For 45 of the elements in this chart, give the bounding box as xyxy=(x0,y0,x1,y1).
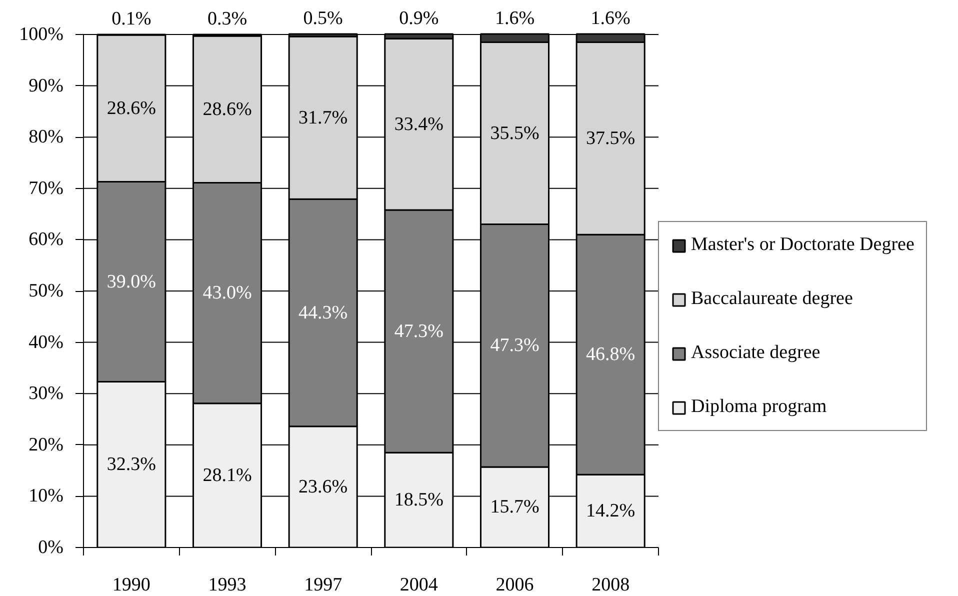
legend-label: Master's or Doctorate Degree xyxy=(691,234,914,256)
x-tick-label: 2004 xyxy=(400,574,438,596)
x-tick-label: 2006 xyxy=(496,574,534,596)
data-label: 0.5% xyxy=(303,8,344,29)
y-tick-label: 50% xyxy=(28,280,64,302)
y-tick-label: 90% xyxy=(28,75,64,96)
data-label: 28.1% xyxy=(202,464,252,486)
data-label: 1.6% xyxy=(494,8,535,29)
y-tick-label: 20% xyxy=(28,434,64,456)
data-label: 0.9% xyxy=(399,8,439,29)
data-label: 18.5% xyxy=(394,490,444,511)
y-tick-label: 100% xyxy=(19,24,64,45)
data-label: 14.2% xyxy=(586,500,636,522)
y-tick-label: 10% xyxy=(28,486,64,507)
x-tick-label: 1993 xyxy=(208,574,246,596)
data-label: 15.7% xyxy=(490,496,540,518)
data-label: 35.5% xyxy=(490,122,540,144)
y-tick-label: 80% xyxy=(28,126,64,148)
data-label: 0.3% xyxy=(207,8,248,30)
x-tick-label: 1997 xyxy=(304,574,342,596)
data-label: 37.5% xyxy=(586,128,636,149)
y-tick-label: 70% xyxy=(28,178,64,199)
y-tick-label: 60% xyxy=(28,229,64,250)
data-label: 46.8% xyxy=(586,344,636,366)
data-label: 1.6% xyxy=(590,8,631,29)
x-tick-label: 1990 xyxy=(112,574,150,596)
data-label: 23.6% xyxy=(298,476,348,498)
data-label: 0.1% xyxy=(112,8,152,30)
data-label: 47.3% xyxy=(394,320,444,342)
data-label: 33.4% xyxy=(394,114,444,135)
legend-label: Associate degree xyxy=(691,342,820,364)
x-tick-label: 2008 xyxy=(592,574,630,596)
y-tick-label: 30% xyxy=(28,383,64,404)
data-label: 47.3% xyxy=(490,335,540,356)
data-label: 31.7% xyxy=(298,107,348,128)
y-tick-label: 0% xyxy=(38,537,64,558)
data-label: 43.0% xyxy=(202,282,252,304)
data-label: 39.0% xyxy=(106,271,156,292)
legend-label: Diploma program xyxy=(691,396,827,418)
data-label: 28.6% xyxy=(202,98,252,120)
data-label: 28.6% xyxy=(106,98,156,119)
y-tick-label: 40% xyxy=(28,332,64,353)
data-label: 44.3% xyxy=(298,302,348,324)
legend-label: Baccalaureate degree xyxy=(691,288,853,310)
data-label: 32.3% xyxy=(106,454,156,476)
